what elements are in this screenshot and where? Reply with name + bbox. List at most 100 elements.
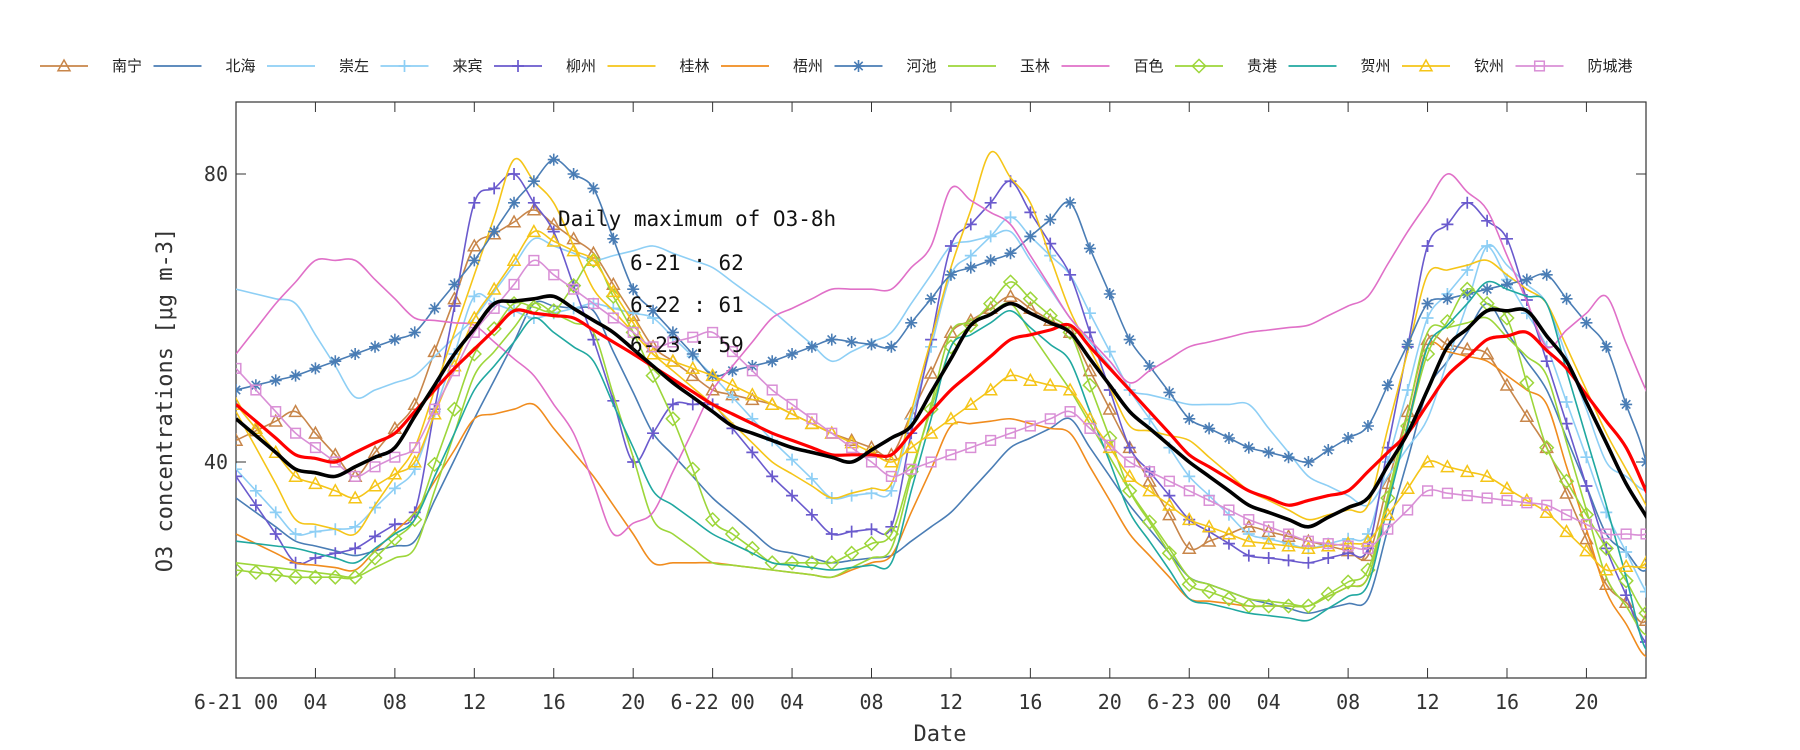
data-point [408, 326, 421, 339]
data-point [1660, 614, 1672, 626]
data-point [1560, 292, 1573, 305]
data-point [1282, 451, 1295, 464]
data-point [1659, 599, 1672, 612]
data-point [1638, 605, 1646, 621]
data-point [568, 283, 580, 295]
data-point [766, 470, 779, 483]
data-point [250, 384, 262, 396]
data-point [1420, 454, 1435, 468]
data-point [1181, 576, 1197, 593]
data-point [268, 567, 284, 583]
data-point [923, 425, 939, 439]
series-line [236, 259, 1646, 615]
x-tick-label: 20 [1098, 690, 1122, 714]
data-point [236, 396, 244, 410]
data-point [1342, 540, 1354, 552]
data-point [349, 470, 361, 482]
legend-item-防城港: 防城港 [1515, 57, 1633, 75]
data-point [1003, 288, 1018, 302]
data-point [647, 304, 660, 317]
data-point [1084, 422, 1096, 434]
x-tick-label: 6-22 00 [670, 690, 754, 714]
data-point [1421, 240, 1434, 252]
data-point [1281, 538, 1296, 552]
data-point [236, 432, 244, 446]
data-point [1222, 537, 1235, 550]
data-point [347, 569, 363, 585]
data-point [369, 530, 382, 543]
x-tick-label: 08 [383, 690, 407, 714]
data-point [270, 406, 282, 418]
data-point [1261, 598, 1277, 614]
data-point [1539, 439, 1555, 456]
data-point [468, 254, 481, 267]
data-point [587, 298, 600, 310]
data-point [269, 374, 282, 387]
data-point [506, 214, 522, 228]
data-point [645, 346, 661, 360]
legend-item-玉林: 玉林 [948, 57, 1050, 75]
data-point [1421, 312, 1434, 324]
data-point [448, 300, 461, 312]
data-point [1181, 540, 1197, 554]
data-point [407, 396, 423, 410]
data-point [565, 277, 582, 294]
legend-item-南宁: 南宁 [40, 57, 142, 75]
data-point [309, 362, 322, 375]
data-point [1421, 485, 1434, 497]
x-tick-label: 6-23 00 [1147, 690, 1231, 714]
data-point [1558, 473, 1575, 489]
data-point [1183, 412, 1196, 425]
legend-label: 梧州 [793, 57, 823, 75]
data-point [687, 331, 699, 343]
data-point [1380, 507, 1396, 521]
legend-label: 柳州 [566, 57, 596, 75]
data-point [468, 290, 481, 303]
data-point [647, 427, 660, 440]
y-tick-label: 80 [204, 162, 228, 186]
data-point [607, 232, 620, 245]
series-百色-9 [236, 173, 1646, 537]
data-point [923, 365, 939, 379]
data-point [1559, 485, 1574, 499]
data-point [1479, 346, 1495, 360]
data-point [744, 540, 760, 557]
data-point [726, 364, 739, 377]
data-point [388, 518, 401, 531]
data-point [1064, 268, 1077, 281]
data-point [527, 175, 540, 188]
data-point [983, 382, 998, 396]
data-point [585, 252, 602, 269]
data-point [843, 545, 860, 561]
data-point [269, 528, 282, 540]
data-point [1479, 468, 1495, 482]
data-point [1501, 494, 1513, 506]
data-point [1519, 408, 1535, 422]
data-point [249, 484, 262, 497]
data-point [964, 249, 977, 262]
data-point [1421, 297, 1434, 310]
legend-label: 北海 [226, 57, 256, 75]
data-point [547, 153, 560, 166]
data-point [1002, 274, 1019, 290]
annotation-line-1: 6-21 : 62 [630, 251, 744, 275]
data-point [1263, 521, 1275, 533]
x-tick-label: 08 [859, 690, 883, 714]
data-point [1441, 487, 1453, 499]
data-point [1262, 552, 1275, 564]
data-point [1161, 545, 1178, 561]
data-point [1322, 538, 1334, 550]
data-point [944, 240, 957, 252]
data-point [667, 336, 679, 348]
data-point [349, 520, 362, 533]
data-point [944, 268, 957, 281]
data-point [269, 506, 282, 519]
legend-item-梧州: 梧州 [721, 57, 823, 75]
data-point [1163, 475, 1175, 487]
data-point [587, 182, 600, 195]
data-point [506, 252, 522, 266]
data-point [387, 466, 403, 480]
data-point [1541, 499, 1553, 511]
data-point [1640, 456, 1646, 468]
data-point [448, 278, 461, 291]
